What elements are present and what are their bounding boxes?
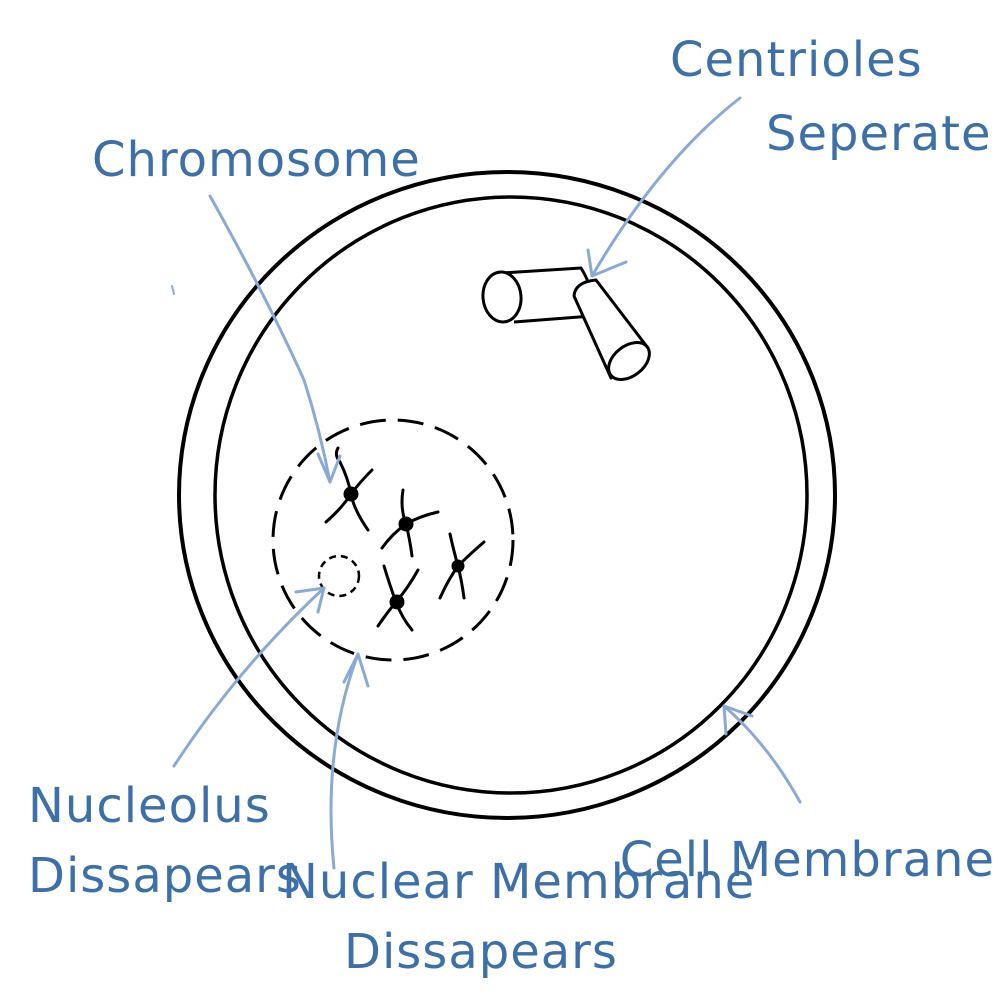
arrow-centrioles <box>586 96 742 278</box>
chromosome-3 <box>438 532 486 600</box>
chromosome-2 <box>380 488 440 558</box>
label-nucleolus-line1: Nucleolus <box>28 778 271 834</box>
label-nuclear-membrane-line2: Dissapears <box>344 924 618 980</box>
centriole-vertical <box>572 278 651 381</box>
cell-membrane-outer <box>177 170 837 820</box>
arrow-nuclear-membrane-head <box>342 652 370 688</box>
chromosome-4 <box>376 564 420 632</box>
arrow-chromosome <box>208 194 342 484</box>
label-nucleolus-line2: Dissapears <box>28 848 302 904</box>
arrow-chromosome-shaft <box>208 194 332 484</box>
arrow-chromosome-head <box>316 452 342 484</box>
cell-membrane-inner <box>213 195 809 795</box>
arrow-nuclear-membrane <box>329 652 370 870</box>
arrow-centrioles-shaft <box>590 96 742 278</box>
nucleolus <box>317 554 361 598</box>
label-nuclear-membrane-line1: Nuclear Membrane <box>282 854 756 910</box>
label-chromosome: Chromosome <box>92 132 421 188</box>
label-centrioles-line2: Seperate <box>766 106 992 162</box>
arrow-nucleolus-head <box>294 586 326 614</box>
chromosome-1 <box>324 446 374 532</box>
arrow-cell-membrane-shaft <box>722 704 802 804</box>
label-centrioles-line1: Centrioles <box>670 32 923 88</box>
arrow-nucleolus-shaft <box>172 586 326 768</box>
arrow-nucleolus <box>172 586 326 768</box>
arrow-cell-membrane <box>722 704 802 804</box>
nuclear-membrane <box>271 418 515 662</box>
arrow-centrioles-head <box>586 248 628 278</box>
arrow-nuclear-membrane-shaft <box>329 652 360 870</box>
arrow-cell-membrane-head <box>722 704 754 736</box>
stray-mark <box>171 285 175 295</box>
label-cell-membrane: Cell Membrane <box>619 832 995 888</box>
